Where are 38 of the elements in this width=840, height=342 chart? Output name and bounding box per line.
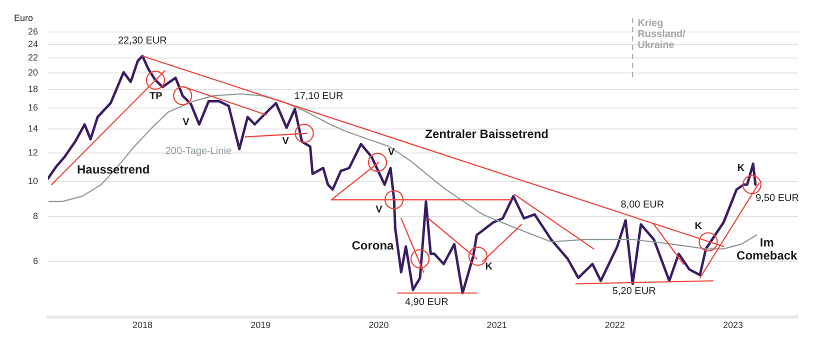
annotation: 9,50 EUR xyxy=(756,192,799,204)
y-tick-label: 12 xyxy=(28,147,38,158)
annotation: V xyxy=(282,136,290,148)
x-tick-label: 2019 xyxy=(250,320,271,330)
x-tick-label: 2023 xyxy=(723,320,744,330)
y-tick-label: 6 xyxy=(32,256,38,266)
annotation: K xyxy=(737,162,746,174)
annotation: Zentraler Baissetrend xyxy=(425,127,548,142)
annotation: 4,90 EUR xyxy=(404,296,448,308)
y-tick-label: 16 xyxy=(28,102,38,112)
annotation: Haussetrend xyxy=(77,162,150,177)
annotation: K xyxy=(485,262,494,273)
annotation: 22,30 EUR xyxy=(118,35,167,46)
y-tick-label: 18 xyxy=(28,84,38,94)
annotation: K xyxy=(694,220,703,232)
annotation: V xyxy=(376,204,383,216)
annotation: V xyxy=(182,116,190,128)
annotation: 200-Tage-Linie xyxy=(165,146,232,157)
y-tick-label: 24 xyxy=(28,39,38,50)
y-tick-label: 8 xyxy=(32,210,38,221)
x-tick-label: 2021 xyxy=(486,320,507,330)
annotation: V xyxy=(388,146,396,158)
annotation: 8,00 EUR xyxy=(620,199,664,210)
x-tick-label: 2022 xyxy=(604,320,625,330)
annotation: TP xyxy=(150,91,163,102)
y-tick-label: 14 xyxy=(28,123,38,134)
annotation: 17,10 EUR xyxy=(294,91,344,102)
y-tick-label: 10 xyxy=(28,176,38,186)
annotation: Corona xyxy=(352,238,394,253)
y-tick-label: 22 xyxy=(28,52,38,63)
y-axis-title: Euro xyxy=(14,12,34,23)
annotation: Im Comeback xyxy=(736,235,798,262)
annotation: 5,20 EUR xyxy=(612,286,656,298)
y-tick-label: 20 xyxy=(28,68,38,78)
y-tick-label: 26 xyxy=(28,26,38,36)
ref-line-label: Krieg Russland/ Ukraine xyxy=(638,18,686,51)
x-tick-label: 2020 xyxy=(368,320,389,330)
x-tick-label: 2018 xyxy=(132,320,153,330)
